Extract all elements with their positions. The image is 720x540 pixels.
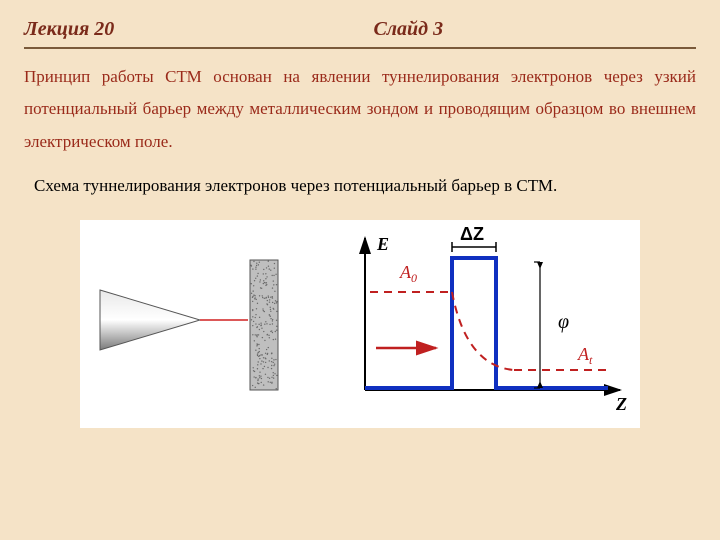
diagram-caption: Схема туннелирования электронов через по… — [24, 176, 696, 196]
body-text: Принцип работы СТМ основан на явлении ту… — [24, 61, 696, 158]
lecture-number: Лекция 20 — [24, 18, 373, 41]
svg-text:At: At — [577, 344, 593, 367]
svg-text:Z: Z — [615, 394, 627, 414]
diagram: E Z ΔZ φ A0 At — [80, 220, 640, 428]
svg-text:φ: φ — [558, 311, 569, 333]
slide-number: Слайд 3 — [373, 18, 696, 41]
svg-text:ΔZ: ΔZ — [460, 224, 484, 244]
slide-header: Лекция 20 Слайд 3 — [24, 18, 696, 49]
svg-text:E: E — [376, 234, 389, 254]
slide: Лекция 20 Слайд 3 Принцип работы СТМ осн… — [0, 0, 720, 540]
diagram-svg: E Z ΔZ φ A0 At — [80, 220, 640, 428]
svg-text:A0: A0 — [399, 262, 417, 285]
